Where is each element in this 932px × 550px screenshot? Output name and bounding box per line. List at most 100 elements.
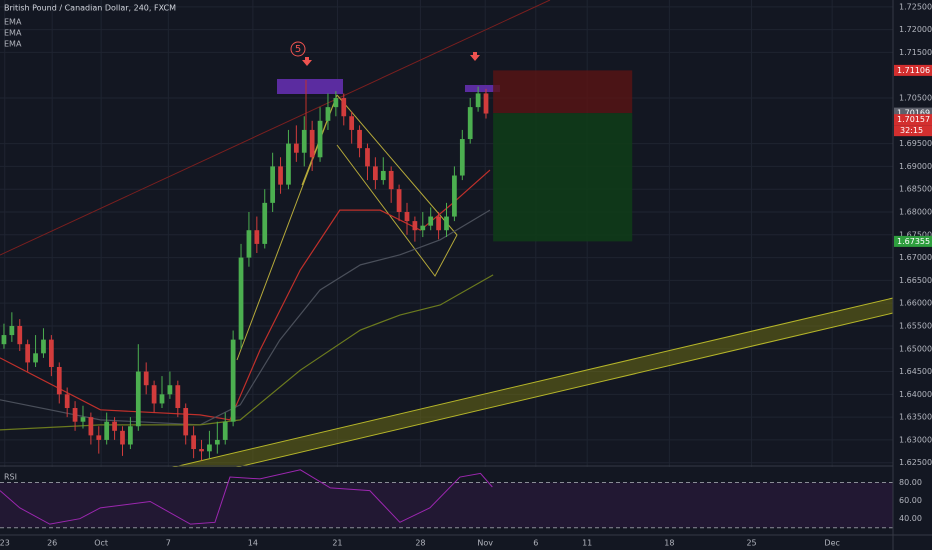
y-tick-label: 1.66000 (899, 299, 932, 308)
candle-body (262, 202, 268, 244)
price-label: 1.70169 (897, 109, 930, 118)
y-tick-label: 1.72000 (899, 25, 932, 34)
wave-label: 5 (295, 44, 301, 55)
candle-body (404, 211, 410, 222)
x-tick-label: 6 (533, 539, 538, 548)
candle-body (222, 421, 228, 440)
x-tick-label: 25 (746, 539, 756, 548)
candle-body (1, 335, 7, 345)
candle-body (88, 417, 94, 436)
candle-body (25, 344, 31, 363)
candle-body (270, 166, 276, 203)
candle-body (128, 426, 133, 445)
plot (0, 86, 494, 461)
supply-box (465, 85, 500, 92)
candle-body (428, 216, 434, 226)
candle-body (72, 408, 78, 422)
candle-body (483, 93, 489, 114)
candle-body (293, 143, 299, 153)
price-label: 1.67355 (897, 237, 930, 246)
candle-body (175, 385, 181, 409)
candle-body (246, 230, 252, 258)
y-tick-label: 1.66500 (899, 276, 932, 285)
y-tick-label: 1.62500 (899, 458, 932, 467)
candle-body (191, 435, 196, 450)
x-tick-label: Dec (824, 539, 839, 548)
arrow (470, 52, 480, 61)
candle-body (159, 394, 165, 404)
y-tick-label: 1.69500 (899, 139, 932, 148)
candle-body (41, 339, 46, 354)
candle-body (333, 98, 339, 108)
candle-body (143, 371, 149, 386)
candle-body (48, 339, 54, 367)
price-label-bg (894, 107, 932, 119)
candle-body (278, 166, 283, 185)
price-label-bg (894, 114, 932, 126)
candle-body (357, 129, 362, 149)
candle-body (444, 216, 449, 231)
candle-body (120, 430, 125, 445)
candle-body (309, 129, 315, 158)
wedge (336, 94, 458, 277)
candle-body (112, 421, 117, 431)
candle-body (33, 353, 38, 363)
y-tick-label: 1.64000 (899, 390, 932, 399)
ema-line (0, 209, 491, 426)
candle-body (436, 216, 441, 231)
x-tick-label: 28 (415, 539, 425, 548)
y-tick-label: 1.65500 (899, 321, 932, 330)
y-tick-label: 1.67000 (899, 253, 932, 262)
countdown-bg (894, 125, 932, 137)
countdown: 32:15 (900, 126, 923, 135)
y-tick-label: 1.71500 (899, 48, 932, 57)
reward-zone (493, 113, 633, 242)
y-tick-label: 1.72500 (899, 2, 932, 11)
rsi-band (0, 482, 893, 528)
candle-body (301, 129, 307, 153)
rsi-tick-label: 40.00 (899, 514, 922, 523)
candle-body (420, 225, 426, 231)
candle-body (459, 139, 465, 176)
candle-body (135, 371, 141, 427)
candle-body (207, 444, 212, 452)
price-label: 1.70157 (897, 115, 930, 124)
rsi-tick-label: 80.00 (899, 478, 922, 487)
legend-entry: EMA (4, 29, 22, 38)
candle-body (349, 116, 355, 130)
rsi (0, 469, 893, 529)
x-tick-label: Oct (94, 539, 108, 548)
supply-box (277, 79, 343, 94)
candle-body (80, 417, 86, 422)
candle-body (167, 385, 173, 395)
candle-body (452, 175, 457, 217)
candle-body (388, 170, 394, 190)
candle-body (467, 107, 473, 140)
legend-entry: EMA (4, 18, 22, 27)
candle-body (199, 449, 204, 452)
x-tick-label: 26 (47, 539, 57, 548)
candle-body (183, 408, 189, 436)
price-label: 1.71106 (897, 66, 930, 75)
ema-line (0, 274, 494, 431)
candle-body (230, 339, 236, 422)
candle-body (104, 421, 110, 440)
price-label-bg (894, 64, 932, 76)
y-tick-label: 1.65000 (899, 344, 932, 353)
x-tick-label: Nov (477, 539, 493, 548)
rsi-tick-label: 60.00 (899, 496, 922, 505)
chart-title: British Pound / Canadian Dollar, 240, FX… (4, 4, 176, 13)
candle-body (151, 385, 157, 404)
candle-body (254, 230, 260, 244)
candle-body (64, 394, 70, 409)
candle-body (9, 325, 15, 336)
x-tick-label: 18 (664, 539, 674, 548)
candle-body (475, 93, 481, 108)
y-tick-label: 1.63500 (899, 413, 932, 422)
candle-body (56, 366, 62, 395)
arrow (302, 57, 312, 66)
candle-body (396, 189, 402, 212)
y-tick-label: 1.70500 (899, 94, 932, 103)
